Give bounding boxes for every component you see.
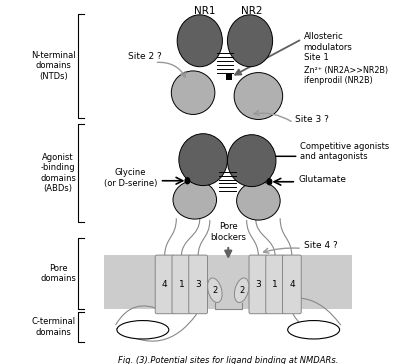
Ellipse shape	[234, 278, 249, 302]
Text: 4: 4	[289, 280, 295, 289]
Ellipse shape	[227, 135, 276, 187]
Text: NR2: NR2	[241, 6, 262, 16]
Text: N-terminal
domains
(NTDs): N-terminal domains (NTDs)	[31, 51, 76, 81]
Text: 3: 3	[195, 280, 201, 289]
FancyBboxPatch shape	[249, 255, 268, 314]
Ellipse shape	[184, 177, 190, 185]
Text: 1: 1	[272, 280, 278, 289]
Text: Agonist
-binding
domains
(ABDs): Agonist -binding domains (ABDs)	[40, 153, 76, 193]
FancyBboxPatch shape	[266, 255, 285, 314]
Text: Site 4 ?: Site 4 ?	[304, 241, 337, 250]
Text: Glutamate: Glutamate	[298, 175, 347, 184]
Text: Zn²⁺ (NR2A>>NR2B)
ifenprodil (NR2B): Zn²⁺ (NR2A>>NR2B) ifenprodil (NR2B)	[304, 66, 388, 85]
Ellipse shape	[288, 321, 339, 339]
FancyBboxPatch shape	[283, 255, 301, 314]
Text: NR1: NR1	[194, 6, 215, 16]
Text: Pore
domains: Pore domains	[40, 264, 76, 283]
Ellipse shape	[171, 71, 215, 114]
Text: Site 3 ?: Site 3 ?	[295, 115, 328, 124]
Ellipse shape	[227, 15, 273, 67]
Text: 2: 2	[212, 286, 217, 295]
Text: Glycine
(or D-serine): Glycine (or D-serine)	[104, 169, 157, 188]
Text: 2: 2	[239, 286, 244, 295]
Ellipse shape	[266, 178, 273, 185]
Text: 1: 1	[178, 280, 184, 289]
Text: Allosteric
modulators
Site 1: Allosteric modulators Site 1	[304, 32, 352, 62]
Text: Fig. (3).Potential sites for ligand binding at NMDARs.: Fig. (3).Potential sites for ligand bind…	[118, 356, 339, 364]
Text: 4: 4	[162, 280, 167, 289]
Ellipse shape	[237, 182, 280, 220]
FancyBboxPatch shape	[172, 255, 191, 314]
Bar	[104, 255, 352, 309]
Text: Competitive agonists
and antagonists: Competitive agonists and antagonists	[300, 142, 390, 161]
Text: 3: 3	[256, 280, 261, 289]
Bar	[226, 74, 232, 80]
Text: Pore
blockers: Pore blockers	[210, 222, 246, 242]
Ellipse shape	[234, 72, 283, 119]
Text: Site 2 ?: Site 2 ?	[128, 52, 161, 62]
Ellipse shape	[208, 278, 222, 302]
Text: C-terminal
domains: C-terminal domains	[32, 317, 76, 337]
Ellipse shape	[117, 321, 169, 339]
Ellipse shape	[179, 134, 227, 186]
FancyBboxPatch shape	[189, 255, 208, 314]
Ellipse shape	[177, 15, 222, 67]
FancyBboxPatch shape	[155, 255, 174, 314]
Ellipse shape	[173, 181, 217, 219]
